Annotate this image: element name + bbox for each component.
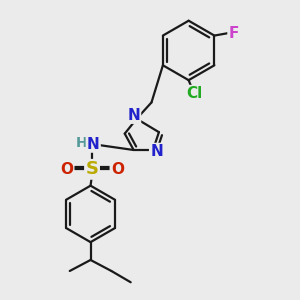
Text: Cl: Cl — [187, 86, 203, 101]
Text: N: N — [87, 136, 100, 152]
Text: O: O — [111, 162, 124, 177]
Text: O: O — [60, 162, 73, 177]
Text: H: H — [76, 136, 87, 150]
Text: F: F — [229, 26, 239, 41]
Text: N: N — [127, 108, 140, 123]
Text: N: N — [150, 144, 163, 159]
Text: S: S — [85, 160, 98, 178]
